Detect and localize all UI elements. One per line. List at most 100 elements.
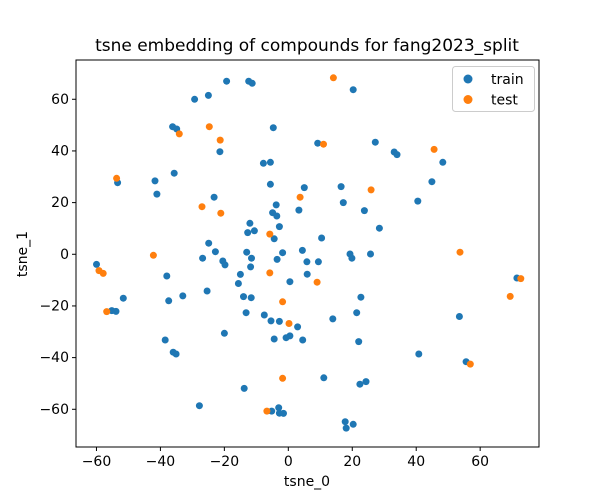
test-point: [113, 174, 121, 182]
train-point: [300, 184, 308, 192]
train-point: [357, 293, 365, 301]
train-point: [240, 293, 247, 301]
test-point: [198, 203, 206, 211]
test-point: [205, 123, 213, 131]
test-point: [456, 248, 464, 256]
train-point: [295, 206, 303, 214]
train-point: [356, 380, 364, 388]
x-tick-label: 0: [284, 454, 293, 470]
train-point: [119, 294, 127, 302]
train-point: [266, 158, 274, 166]
legend-box: [452, 66, 535, 112]
train-point: [112, 307, 120, 315]
train-point: [428, 178, 436, 186]
train-point: [248, 79, 256, 87]
train-point: [269, 124, 277, 132]
train-point: [203, 287, 211, 295]
test-point: [149, 251, 157, 259]
train-point: [163, 272, 171, 280]
plot-area-frame: [75, 59, 540, 448]
train-point: [273, 255, 281, 263]
train-point: [303, 258, 311, 266]
train-point: [275, 317, 283, 325]
train-point: [355, 338, 363, 346]
x-tick-label: 20: [343, 454, 361, 470]
train-point: [247, 294, 255, 302]
test-point: [263, 407, 271, 415]
test-point: [266, 269, 274, 277]
test-point: [266, 230, 274, 238]
train-point: [360, 207, 368, 215]
test-point: [329, 74, 337, 82]
train-point: [223, 77, 231, 85]
train-point: [375, 224, 383, 232]
train-point: [415, 350, 423, 358]
legend-marker-test: [463, 95, 473, 104]
chart-title: tsne embedding of compounds for fang2023…: [95, 36, 519, 56]
x-tick-label: −20: [210, 454, 240, 470]
train-point: [339, 199, 347, 207]
test-point: [285, 320, 293, 327]
train-point: [246, 219, 254, 227]
train-point: [298, 246, 306, 254]
test-point: [103, 308, 111, 316]
train-point: [270, 335, 278, 343]
x-tick-label: 40: [407, 454, 425, 470]
test-point: [313, 278, 321, 286]
train-point: [161, 336, 169, 344]
test-point: [216, 136, 224, 144]
train-point: [342, 424, 350, 432]
train-point: [318, 234, 326, 242]
train-point: [275, 223, 283, 231]
train-point: [195, 402, 203, 410]
train-point: [314, 258, 322, 266]
train-point: [260, 311, 268, 319]
train-point: [221, 261, 229, 269]
train-point: [275, 404, 283, 412]
y-tick-label: 60: [51, 92, 69, 108]
train-point: [314, 139, 322, 147]
y-tick-label: 40: [51, 143, 69, 159]
train-point: [205, 239, 213, 247]
train-point: [367, 250, 374, 258]
test-point: [279, 298, 287, 306]
train-point: [240, 384, 248, 392]
train-point: [282, 334, 290, 342]
train-point: [199, 254, 207, 262]
train-point: [248, 254, 255, 262]
train-point: [337, 183, 345, 191]
train-point: [220, 329, 228, 337]
train-point: [259, 159, 267, 167]
train-point: [280, 409, 287, 417]
train-point: [170, 169, 178, 177]
train-point: [211, 248, 219, 256]
test-point: [506, 292, 514, 300]
train-point: [349, 420, 357, 428]
test-point: [517, 275, 525, 283]
train-point: [393, 151, 401, 159]
y-tick-label: −20: [39, 298, 69, 314]
train-point: [273, 212, 281, 220]
train-point: [165, 297, 173, 305]
train-point: [216, 148, 224, 156]
train-point: [151, 177, 159, 185]
y-tick-label: −60: [39, 402, 69, 418]
train-point: [242, 309, 250, 317]
x-axis-ticks: −60 −40 −20 0 20 40 60: [82, 447, 489, 470]
train-point: [247, 263, 255, 271]
train-point: [329, 315, 337, 323]
legend-label-train: train: [491, 72, 524, 88]
train-point: [303, 270, 311, 278]
train-point: [210, 193, 218, 201]
test-point: [99, 269, 107, 277]
train-point: [93, 260, 100, 268]
y-tick-label: −40: [39, 350, 69, 366]
y-tick-label: 0: [60, 247, 69, 263]
train-point: [348, 254, 356, 262]
train-point: [244, 229, 252, 237]
train-point: [191, 95, 199, 103]
legend-label-test: test: [491, 93, 518, 109]
train-point: [234, 280, 242, 287]
test-point: [217, 209, 225, 217]
train-point: [353, 309, 361, 317]
